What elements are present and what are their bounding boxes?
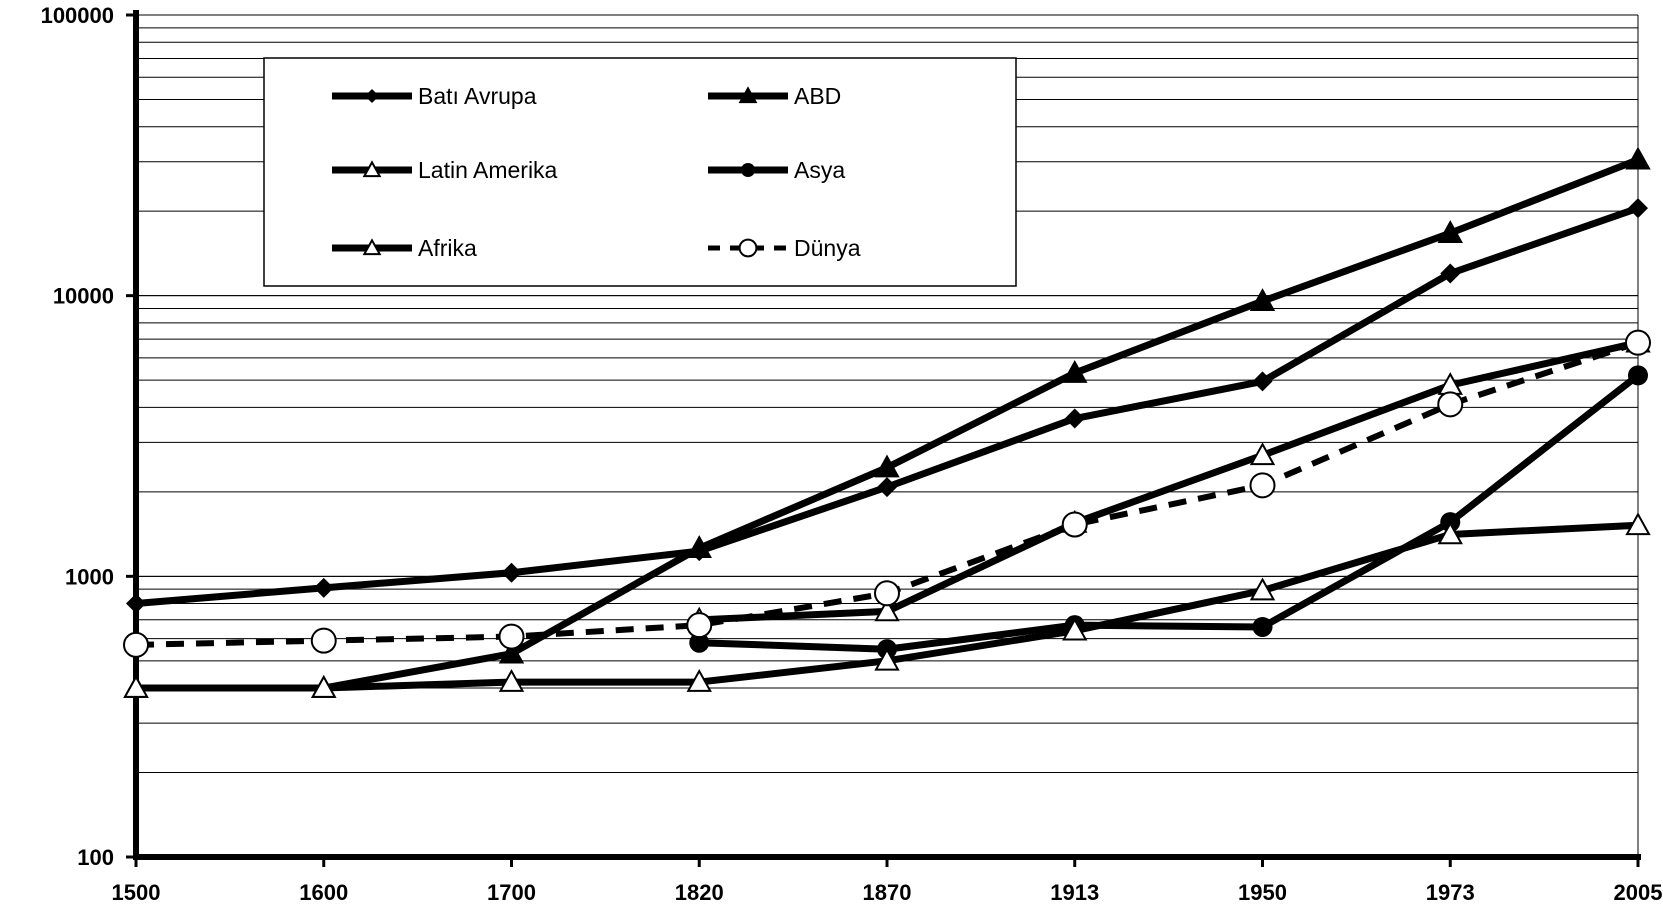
diamond-marker <box>1064 408 1085 429</box>
legend: Batı Avrupa ABD Latin Amerika Asya Afrika Dün… <box>263 57 1017 287</box>
open-triangle-marker <box>1062 617 1088 641</box>
open-triangle-marker <box>362 238 382 256</box>
y-tick-label: 100 <box>77 845 114 870</box>
series-group <box>126 198 1648 614</box>
x-tick-label: 1870 <box>863 880 912 905</box>
open-circle-marker <box>123 631 149 658</box>
open-triangle-marker <box>1249 442 1276 466</box>
series-lines <box>123 146 1651 698</box>
legend-label: Dünya <box>794 235 861 261</box>
series-line <box>699 339 1639 624</box>
open-triangle-marker <box>123 674 149 698</box>
filled-circle-marker <box>741 163 755 177</box>
x-tick-label: 1820 <box>675 880 724 905</box>
diamond-marker <box>313 577 334 598</box>
filled-circle-marker <box>1252 616 1273 637</box>
x-tick-label: 1500 <box>112 880 161 905</box>
x-tick-label: 1700 <box>487 880 536 905</box>
y-tick-label: 1000 <box>65 564 114 589</box>
x-tick-label: 1950 <box>1238 880 1287 905</box>
diamond-marker <box>1628 198 1648 219</box>
open-triangle-marker <box>498 669 525 692</box>
open-triangle-marker <box>1625 512 1651 536</box>
open-circle-marker <box>498 623 525 650</box>
filled-triangle-marker <box>738 86 758 104</box>
diamond-marker <box>126 593 146 614</box>
legend-label: Asya <box>794 157 845 183</box>
x-tick-label: 1913 <box>1050 880 1099 905</box>
y-tick-label: 10000 <box>53 284 114 309</box>
x-tick-label: 1600 <box>299 880 348 905</box>
open-triangle-marker <box>1249 577 1276 601</box>
open-circle-marker <box>874 580 900 607</box>
filled-triangle-marker <box>498 640 525 664</box>
filled-triangle-marker <box>1062 359 1088 383</box>
open-circle-marker <box>310 627 337 654</box>
diamond-marker <box>877 477 897 498</box>
filled-triangle-marker <box>1625 146 1651 170</box>
open-triangle-marker <box>311 674 337 698</box>
legend-label: Batı Avrupa <box>418 83 537 109</box>
x-tick-label: 1973 <box>1426 880 1475 905</box>
series-line <box>699 372 1641 653</box>
legend-label: Latin Amerika <box>418 157 558 183</box>
open-circle-marker <box>1249 472 1276 499</box>
y-tick-label: 100000 <box>41 3 114 28</box>
open-triangle-marker <box>362 160 382 178</box>
filled-circle-marker <box>689 632 710 653</box>
series-group <box>123 512 1651 698</box>
diamond-marker <box>501 562 522 583</box>
open-circle-marker <box>1437 391 1464 418</box>
open-circle-marker <box>1061 511 1088 538</box>
open-circle-marker <box>1625 329 1651 356</box>
diamond-marker <box>1440 263 1461 284</box>
diamond-marker <box>1252 371 1273 392</box>
open-triangle-marker <box>1437 521 1463 545</box>
open-circle-marker <box>738 238 758 258</box>
filled-circle-marker <box>1628 365 1648 386</box>
filled-triangle-marker <box>874 454 900 478</box>
diamond-marker <box>365 89 379 103</box>
legend-label: ABD <box>794 83 841 109</box>
series-group <box>123 329 1651 658</box>
tick-labels: 100 1000 10000 100000 1500 1600 1700 1820 1870 19… <box>41 3 1663 905</box>
open-triangle-marker <box>686 669 712 692</box>
open-circle-marker <box>686 612 713 639</box>
open-triangle-marker <box>874 598 900 622</box>
filled-triangle-marker <box>1437 220 1463 243</box>
x-tick-label: 2005 <box>1614 880 1663 905</box>
open-triangle-marker <box>874 647 900 671</box>
legend-label: Afrika <box>418 235 477 261</box>
filled-triangle-marker <box>686 535 712 558</box>
filled-triangle-marker <box>1249 288 1276 311</box>
